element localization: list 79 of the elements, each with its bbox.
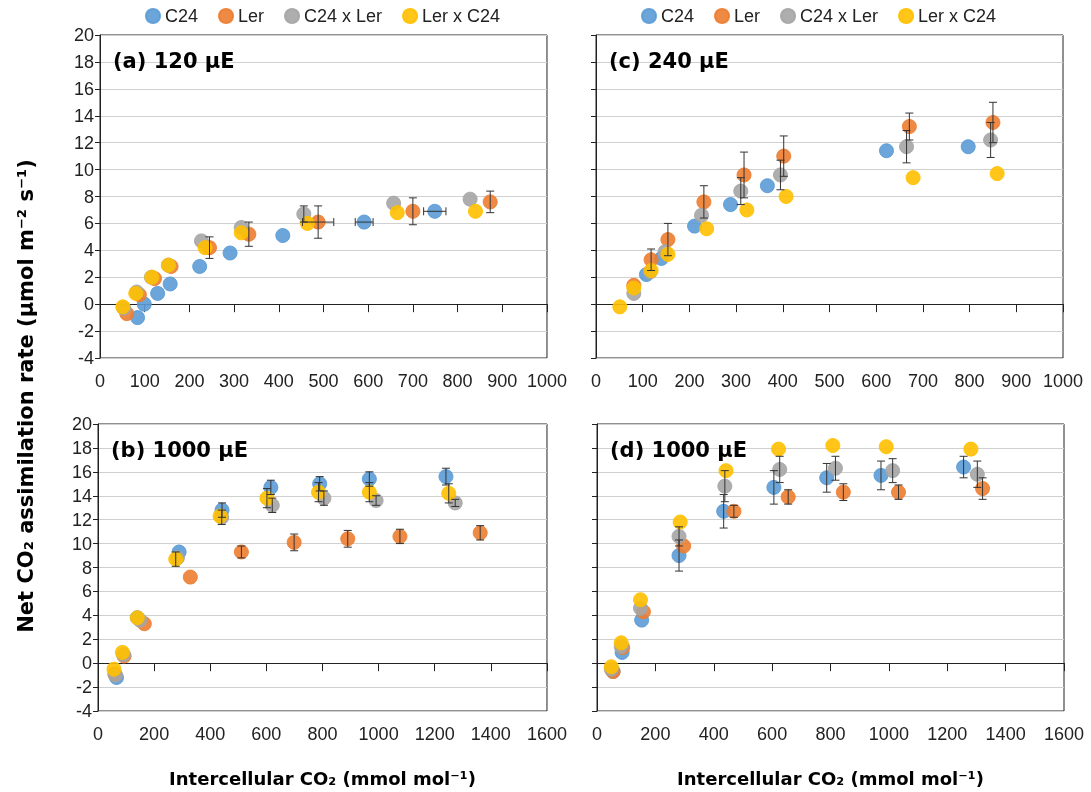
legend-label: C24 [661, 6, 695, 26]
y-tick-label: 16 [71, 461, 92, 482]
y-tick-label: -4 [77, 348, 94, 368]
x-tick-label: 200 [674, 371, 705, 391]
x-tick-label: 800 [954, 371, 985, 391]
x-tick-label: 100 [129, 371, 160, 391]
x-tick-label: 1400 [985, 724, 1026, 744]
x-tick-label: 0 [590, 371, 602, 391]
x-tick-label: 800 [442, 371, 473, 391]
x-tick-label: 900 [487, 371, 518, 391]
y-tick-label: -2 [75, 677, 92, 698]
y-tick-label: 12 [71, 509, 92, 530]
y-tick-label: -2 [77, 321, 94, 342]
x-tick-label: 900 [1001, 371, 1032, 391]
y-tick-label: 10 [71, 533, 92, 554]
x-axis-title: Intercellular CO₂ (mmol mol⁻¹) [169, 767, 476, 789]
x-tick-label: 1600 [526, 724, 567, 744]
y-tick-label: 16 [73, 78, 94, 99]
y-tick-label: 6 [81, 581, 92, 602]
y-tick-label: 2 [83, 267, 94, 288]
y-tick-label: 4 [83, 240, 94, 261]
y-tick-label: 10 [73, 159, 94, 180]
x-tick-label: 100 [627, 371, 658, 391]
x-tick-label: 200 [640, 724, 671, 744]
text: (a) 120 µE [113, 48, 235, 73]
x-tick-label: 600 [353, 371, 384, 391]
legend-label: Ler x C24 [422, 6, 501, 26]
x-tick-label: 700 [907, 371, 938, 391]
x-tick-label: 200 [139, 724, 170, 744]
x-tick-label: 600 [757, 724, 788, 744]
legend-label: C24 x Ler [304, 6, 383, 26]
x-tick-label: 300 [721, 371, 752, 391]
legend-label: Ler [238, 6, 265, 26]
legend-label: Ler x C24 [918, 6, 997, 26]
x-tick-label: 1000 [526, 371, 567, 391]
legend-label: Ler [734, 6, 761, 26]
x-tick-label: 700 [397, 371, 428, 391]
x-tick-label: 300 [219, 371, 250, 391]
y-tick-label: 12 [73, 132, 94, 153]
y-tick-label: 20 [73, 25, 94, 45]
x-tick-label: 400 [195, 724, 226, 744]
x-tick-label: 800 [307, 724, 338, 744]
text: (c) 240 µE [609, 48, 729, 73]
y-tick-label: 0 [81, 653, 92, 674]
legend-label: C24 [165, 6, 199, 26]
x-tick-label: 200 [174, 371, 205, 391]
y-tick-label: 2 [81, 629, 92, 650]
y-tick-label: -4 [75, 701, 92, 721]
y-axis-title: Net CO₂ assimilation rate (µmol m⁻² s⁻¹) [14, 159, 38, 633]
x-tick-label: 500 [814, 371, 845, 391]
x-tick-label: 400 [698, 724, 729, 744]
x-tick-label: 400 [767, 371, 798, 391]
x-tick-label: 1000 [1042, 371, 1084, 391]
y-tick-label: 14 [71, 485, 92, 506]
x-tick-label: 1200 [414, 724, 455, 744]
x-tick-label: 600 [861, 371, 892, 391]
x-tick-label: 600 [251, 724, 282, 744]
legend-label: C24 x Ler [800, 6, 879, 26]
y-tick-label: 8 [81, 557, 92, 578]
x-tick-label: 500 [308, 371, 339, 391]
y-tick-label: 20 [71, 414, 92, 434]
y-tick-label: 6 [83, 213, 94, 234]
y-tick-label: 4 [81, 605, 92, 626]
x-tick-label: 1200 [927, 724, 968, 744]
text: (b) 1000 µE [111, 437, 249, 462]
x-tick-label: 800 [815, 724, 846, 744]
x-tick-label: 1000 [358, 724, 399, 744]
text: (d) 1000 µE [610, 437, 748, 462]
y-tick-label: 18 [73, 51, 94, 72]
y-tick-label: 0 [83, 294, 94, 315]
y-tick-label: 8 [83, 186, 94, 207]
x-tick-label: 400 [263, 371, 294, 391]
y-tick-label: 14 [73, 105, 94, 126]
x-axis-title: Intercellular CO₂ (mmol mol⁻¹) [677, 767, 984, 789]
x-tick-label: 1000 [868, 724, 909, 744]
x-tick-label: 1600 [1043, 724, 1085, 744]
y-tick-label: 18 [71, 437, 92, 458]
x-tick-label: 0 [591, 724, 603, 744]
x-tick-label: 1400 [470, 724, 511, 744]
